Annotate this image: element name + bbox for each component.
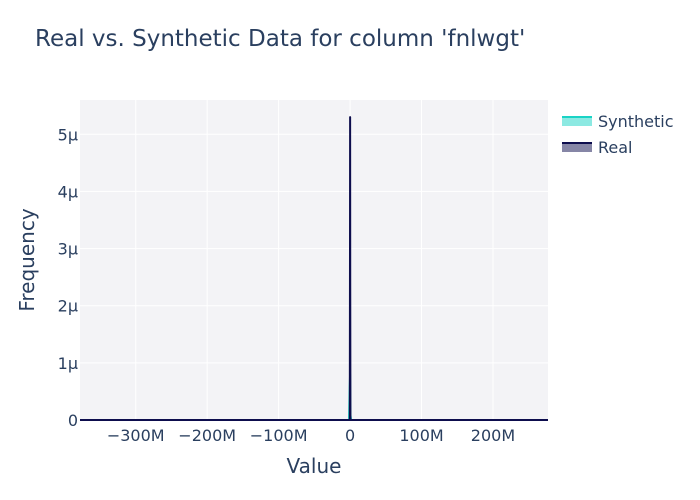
legend-label-real: Real bbox=[598, 137, 633, 157]
x-tick-label: −300M bbox=[107, 426, 165, 445]
y-tick-label: 5μ bbox=[58, 125, 78, 144]
chart-title: Real vs. Synthetic Data for column 'fnlw… bbox=[35, 26, 526, 52]
x-tick-label: 100M bbox=[399, 426, 443, 445]
plot-background bbox=[80, 100, 548, 420]
x-tick-label: −200M bbox=[178, 426, 236, 445]
legend-item-real[interactable]: Real bbox=[562, 134, 674, 160]
x-tick-label: 0 bbox=[345, 426, 355, 445]
legend-item-synthetic[interactable]: Synthetic bbox=[562, 108, 674, 134]
legend-swatch-synthetic bbox=[562, 116, 592, 126]
series-areas bbox=[80, 116, 548, 421]
x-tick-label: −100M bbox=[250, 426, 308, 445]
gridlines bbox=[80, 100, 548, 420]
legend[interactable]: Synthetic Real bbox=[562, 108, 674, 160]
x-axis-title: Value bbox=[287, 454, 342, 478]
y-tick-label: 4μ bbox=[58, 182, 78, 201]
series-line-real bbox=[80, 116, 548, 421]
x-axis-ticks: −300M −200M −100M 0 100M 200M bbox=[107, 426, 515, 445]
x-tick-label: 200M bbox=[471, 426, 515, 445]
y-tick-label: 2μ bbox=[58, 297, 78, 316]
legend-swatch-real bbox=[562, 142, 592, 152]
y-axis-title: Frequency bbox=[15, 208, 39, 311]
legend-label-synthetic: Synthetic bbox=[598, 111, 674, 131]
y-tick-label: 1μ bbox=[58, 354, 78, 373]
y-axis-ticks: 0 1μ 2μ 3μ 4μ 5μ bbox=[58, 125, 78, 430]
y-tick-label: 3μ bbox=[58, 240, 78, 259]
y-tick-label: 0 bbox=[68, 411, 78, 430]
